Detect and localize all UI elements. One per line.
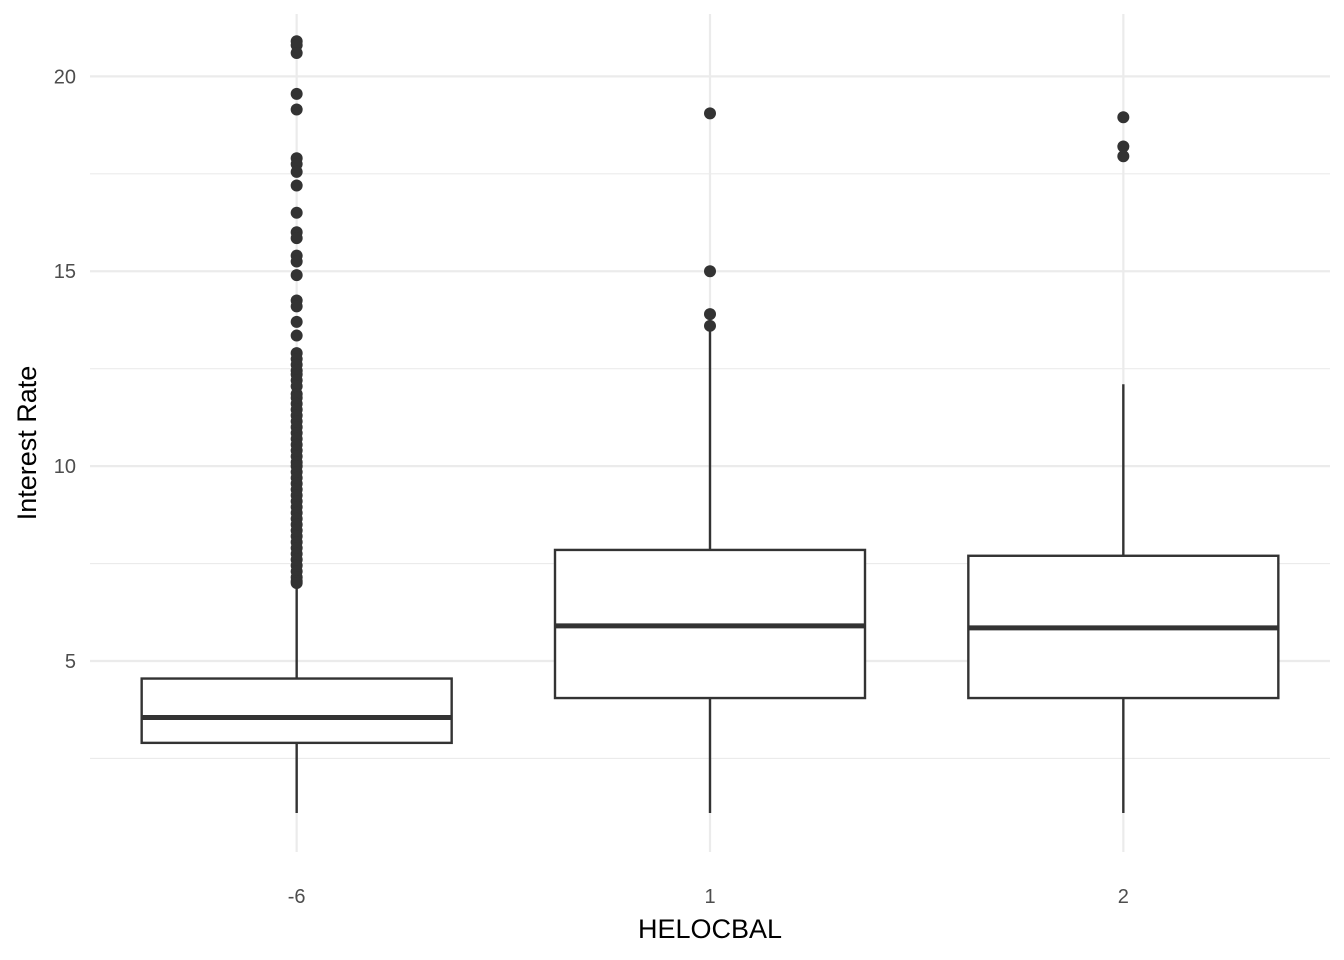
outlier-point [704, 308, 716, 321]
x-tick-label: 1 [704, 886, 715, 908]
y-axis-title: Interest Rate [12, 366, 42, 521]
outlier-point [290, 87, 303, 100]
x-axis-title: HELOCBAL [638, 914, 782, 944]
outlier-point [290, 269, 303, 282]
y-tick-label: 5 [65, 651, 76, 673]
box-group [967, 111, 1280, 814]
outlier-point [290, 179, 303, 192]
outlier-point [290, 255, 303, 268]
outlier-point [704, 107, 716, 120]
outlier-point [1117, 140, 1130, 153]
axis-ticks: 5 10 15 20 -6 1 2 [54, 66, 1129, 908]
outlier-point [704, 319, 716, 332]
box-series [140, 35, 1280, 814]
x-tick-label: 2 [1118, 886, 1129, 908]
outlier-point [290, 46, 303, 59]
outlier-point [1117, 150, 1130, 163]
outlier-point [290, 103, 303, 116]
outlier-point [290, 206, 303, 219]
outlier-point [704, 265, 716, 278]
y-tick-label: 10 [54, 456, 76, 478]
outlier-point [290, 315, 303, 328]
outlier-point [290, 232, 303, 245]
y-tick-label: 20 [54, 66, 76, 88]
outlier-point [290, 165, 303, 178]
box-group [140, 35, 453, 814]
outlier-point [1117, 111, 1130, 124]
box-group [553, 107, 867, 814]
iqr-box [140, 677, 453, 745]
x-tick-label: -6 [288, 886, 306, 908]
outlier-point [290, 300, 303, 313]
y-tick-label: 15 [54, 261, 76, 283]
outlier-point [290, 329, 303, 342]
outlier-point [290, 577, 303, 590]
